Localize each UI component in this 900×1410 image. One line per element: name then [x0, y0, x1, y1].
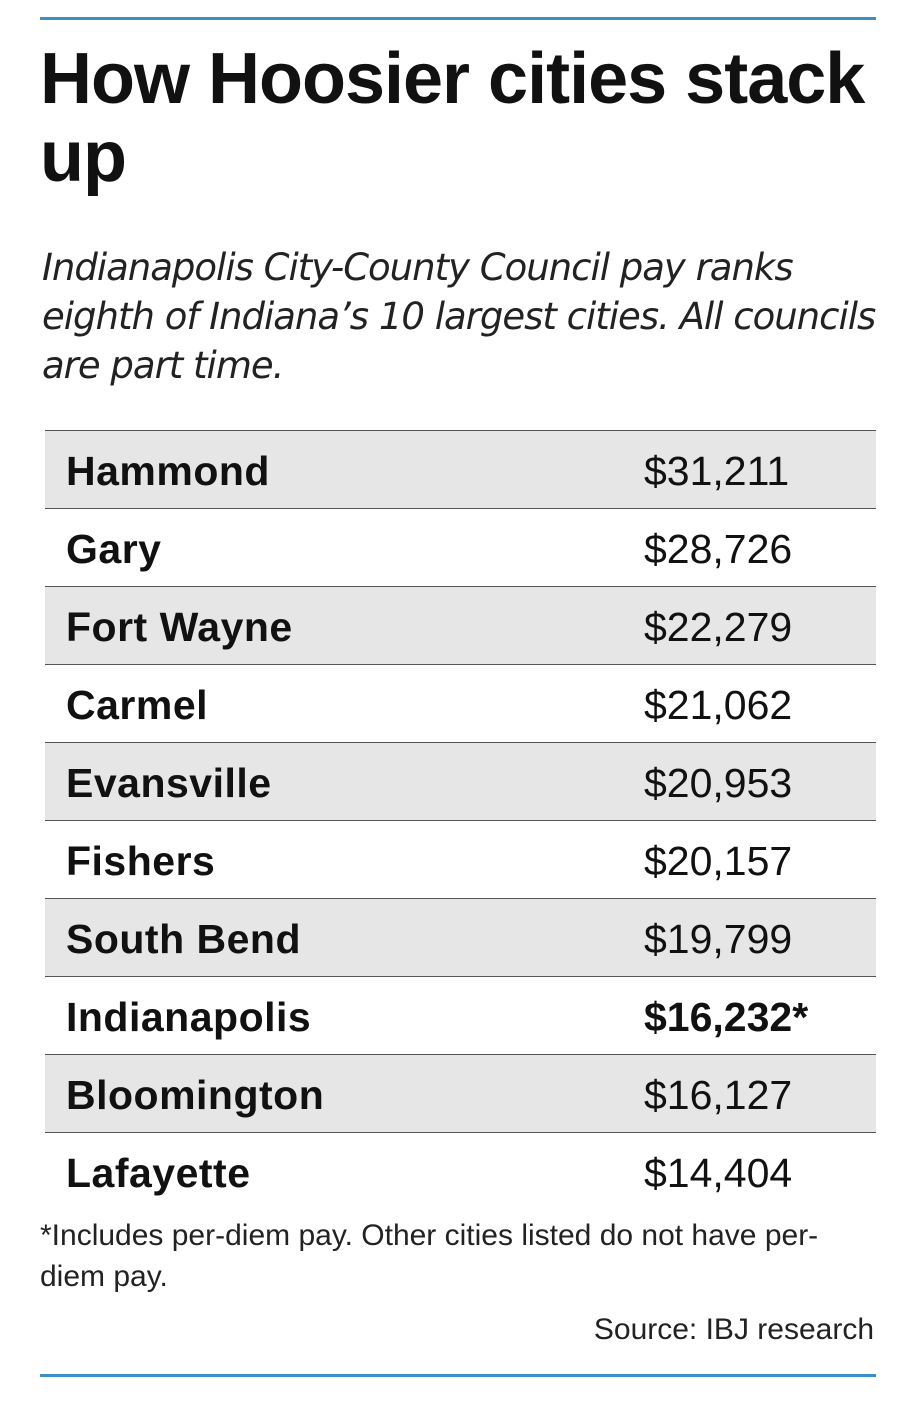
table-row: Hammond $31,211	[45, 431, 876, 509]
city-name: Bloomington	[66, 1072, 325, 1118]
table-row: Fort Wayne $22,279	[45, 587, 876, 665]
table-row: Fishers $20,157	[45, 821, 876, 899]
source-credit: Source: IBJ research	[593, 1313, 874, 1346]
council-pay: $20,157	[644, 838, 793, 884]
bottom-rule	[40, 1374, 876, 1377]
city-name: Evansville	[66, 760, 272, 806]
council-pay: $28,726	[644, 526, 793, 572]
table-row: Indianapolis $16,232*	[45, 977, 876, 1055]
table-row: Evansville $20,953	[45, 743, 876, 821]
council-pay: $22,279	[644, 604, 793, 650]
city-name: Indianapolis	[66, 994, 312, 1040]
city-name: South Bend	[66, 916, 302, 962]
council-pay: $20,953	[644, 760, 793, 806]
table-row: Lafayette $14,404	[45, 1133, 876, 1210]
city-name: Fort Wayne	[66, 604, 293, 650]
pay-table: Hammond $31,211 Gary $28,726 Fort Wayne $22,2…	[45, 430, 876, 1210]
table-row: South Bend $19,799	[45, 899, 876, 977]
council-pay: $14,404	[644, 1150, 793, 1196]
city-name: Gary	[66, 526, 162, 572]
city-name: Hammond	[66, 448, 270, 494]
council-pay: $16,232*	[644, 994, 809, 1040]
table-row: Gary $28,726	[45, 509, 876, 587]
council-pay: $31,211	[644, 448, 790, 494]
council-pay: $21,062	[644, 682, 793, 728]
top-rule	[40, 17, 876, 20]
city-name: Carmel	[66, 682, 209, 728]
council-pay: $16,127	[644, 1072, 793, 1118]
footnote: *Includes per-diem pay. Other cities lis…	[40, 1219, 819, 1293]
table-row: Carmel $21,062	[45, 665, 876, 743]
city-name: Fishers	[66, 838, 216, 884]
city-name: Lafayette	[66, 1150, 251, 1196]
chart-subtitle: Indianapolis City-County Council pay ran…	[42, 246, 876, 387]
table-row: Bloomington $16,127	[45, 1055, 876, 1133]
chart-title: How Hoosier cities stack up	[40, 39, 865, 197]
council-pay: $19,799	[644, 916, 793, 962]
